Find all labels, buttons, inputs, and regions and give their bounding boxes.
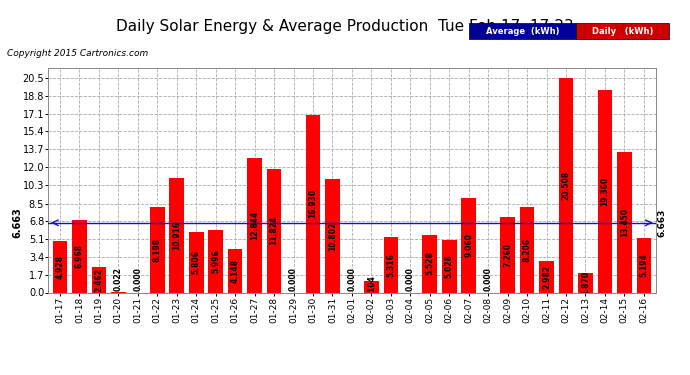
Text: 0.022: 0.022: [114, 267, 123, 291]
Bar: [228, 249, 242, 292]
Text: 11.824: 11.824: [270, 216, 279, 245]
Text: 0.000: 0.000: [406, 267, 415, 291]
Bar: [442, 240, 457, 292]
Text: 8.198: 8.198: [152, 237, 161, 262]
Text: Daily   (kWh): Daily (kWh): [592, 27, 653, 36]
Bar: [247, 158, 262, 292]
Bar: [636, 238, 651, 292]
Text: 2.982: 2.982: [542, 265, 551, 289]
Bar: [306, 116, 320, 292]
Bar: [170, 178, 184, 292]
Text: 19.360: 19.360: [600, 177, 609, 206]
Text: 9.060: 9.060: [464, 233, 473, 257]
Bar: [364, 281, 379, 292]
Bar: [520, 207, 534, 292]
Bar: [92, 267, 106, 292]
Text: Copyright 2015 Cartronics.com: Copyright 2015 Cartronics.com: [7, 49, 148, 58]
Bar: [72, 220, 87, 292]
Text: 0.000: 0.000: [484, 267, 493, 291]
Text: 2.462: 2.462: [95, 268, 103, 291]
Bar: [578, 273, 593, 292]
Text: 16.930: 16.930: [308, 189, 317, 219]
Text: 0.000: 0.000: [289, 267, 298, 291]
Text: 8.206: 8.206: [522, 237, 531, 261]
Text: 6.968: 6.968: [75, 244, 84, 268]
Text: 4.928: 4.928: [55, 255, 64, 279]
Bar: [208, 230, 223, 292]
Bar: [598, 90, 612, 292]
Text: 13.450: 13.450: [620, 208, 629, 237]
Bar: [539, 261, 554, 292]
Text: 6.663: 6.663: [12, 207, 22, 238]
Text: 7.260: 7.260: [503, 243, 512, 267]
Text: 1.104: 1.104: [367, 275, 376, 298]
Text: 5.194: 5.194: [640, 254, 649, 277]
Bar: [189, 232, 204, 292]
Text: 4.148: 4.148: [230, 259, 239, 283]
Bar: [150, 207, 165, 292]
Bar: [462, 198, 476, 292]
Text: Daily Solar Energy & Average Production  Tue Feb 17  17:23: Daily Solar Energy & Average Production …: [116, 19, 574, 34]
Text: 5.028: 5.028: [445, 254, 454, 278]
Text: 5.528: 5.528: [425, 252, 434, 276]
Text: 20.508: 20.508: [562, 171, 571, 200]
Text: 5.316: 5.316: [386, 253, 395, 276]
Text: 5.806: 5.806: [192, 250, 201, 274]
Text: 10.802: 10.802: [328, 221, 337, 251]
Text: 5.996: 5.996: [211, 249, 220, 273]
Bar: [325, 180, 339, 292]
Text: Average  (kWh): Average (kWh): [486, 27, 559, 36]
Text: 10.916: 10.916: [172, 221, 181, 250]
Text: 1.870: 1.870: [581, 271, 590, 295]
Text: 12.844: 12.844: [250, 211, 259, 240]
Text: 0.000: 0.000: [133, 267, 142, 291]
Bar: [617, 152, 631, 292]
Text: 6.663: 6.663: [658, 209, 667, 237]
Bar: [500, 216, 515, 292]
Bar: [267, 169, 282, 292]
Bar: [422, 235, 437, 292]
Text: 0.000: 0.000: [347, 267, 357, 291]
Bar: [52, 241, 68, 292]
Bar: [559, 78, 573, 292]
Bar: [384, 237, 398, 292]
